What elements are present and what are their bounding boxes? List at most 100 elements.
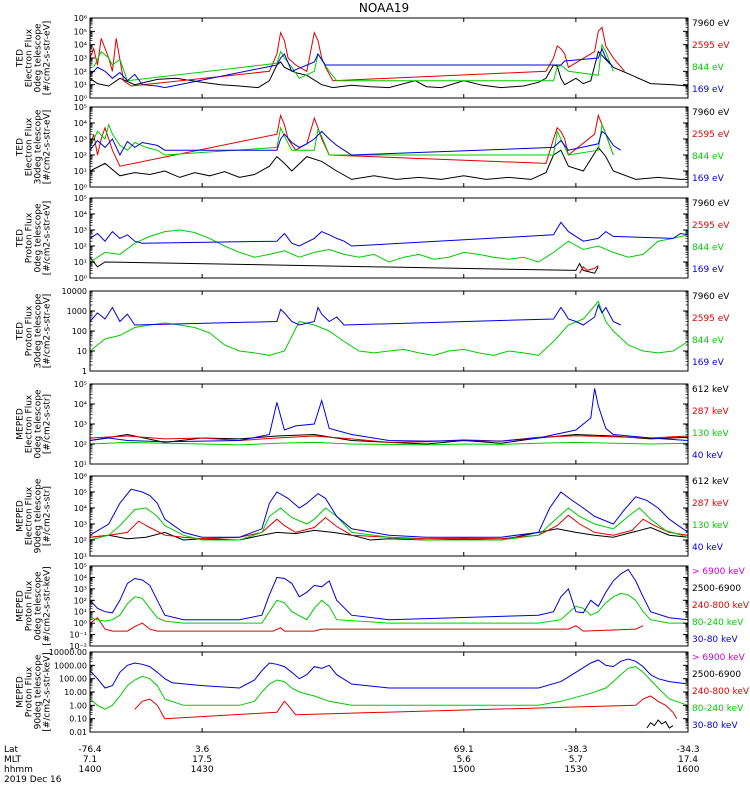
y-tick-label: 100 [72,327,87,336]
x-row-label: hhmm [4,765,33,775]
legend-label: 80-240 keV [692,704,744,714]
y-axis-label: MEPED [16,408,26,440]
y-tick-label: 10⁵ [74,27,87,36]
y-tick-label: 10¹ [74,258,87,267]
legend-label: 2595 eV [692,130,730,140]
y-tick-label: 10² [74,151,87,160]
panel-2: 10⁰ 10¹ 10² 10³ 10⁴ 10⁵ TED Electron Flux 30deg … [16,103,731,192]
series-line-3-3 [89,229,689,263]
y-tick-label: 10⁴ [74,41,87,50]
legend-label: 7960 eV [692,292,730,302]
legend-label: 30-80 keV [692,635,738,645]
y-axis-label: [#/cm2-s-str-keV] [43,652,53,731]
series-line-3-2 [579,265,599,274]
series-line-4-1 [89,300,689,356]
date-label: 2019 Dec 16 [4,775,62,785]
y-tick-label: 10⁵ [74,194,87,203]
x-tick-label: 5.6 [457,755,472,765]
y-axis-label: Electron Flux [25,117,35,176]
y-tick-label: 10⁴ [74,504,87,513]
panel-8: 0.01 0.10 1.00 10.00 100.00 1000.00 10000.00 ME… [16,648,750,737]
series-line-1-2 [89,26,625,87]
series-line-6-3 [89,507,689,541]
series-line-3-4 [89,221,689,247]
legend-label: 130 keV [692,521,729,531]
panel-frame [89,106,689,188]
y-tick-label: 10² [74,440,87,449]
legend-label: 7960 eV [692,108,730,118]
y-axis-label: [#/cm2-s-str] [43,394,53,454]
y-axis-label: [#/cm2-s-str-keV] [43,566,53,645]
legend-label: 7960 eV [692,199,730,209]
x-tick-label: 69.1 [454,745,474,755]
legend-label: 2595 eV [692,41,730,51]
x-tick-label: -38.3 [564,745,587,755]
y-tick-label: 10⁰ [74,274,87,283]
y-axis-label: Proton Flux [25,666,35,717]
series-line-6-2 [89,514,689,540]
y-tick-label: 100.00 [59,675,87,684]
y-tick-label: 10⁴ [74,210,87,219]
series-line-8-1 [646,719,674,729]
series-line-3-1 [89,256,599,274]
series-line-1-4 [89,47,614,89]
y-tick-label: 10⁵ [74,380,87,389]
y-axis-label: Electron Flux [25,28,35,87]
legend-label: 30-80 keV [692,721,738,731]
legend-label: 2595 eV [692,221,730,231]
legend-label: 844 eV [692,152,725,162]
legend-label: 287 keV [692,499,729,509]
y-axis-label: 0deg telescope [34,203,44,273]
y-axis-label: 90deg telescope [34,654,44,729]
y-tick-label: 10¹ [74,167,87,176]
y-tick-label: 10¹ [74,81,87,90]
x-tick-label: 17.5 [192,755,212,765]
series-line-1-3 [93,43,614,82]
series-line-6-4 [89,488,689,538]
legend-label: > 6900 keV [692,567,746,577]
y-tick-label: 10² [74,67,87,76]
legend-label: 169 eV [692,358,725,368]
legend-label: 169 eV [692,85,725,95]
series-line-8-3 [89,666,689,710]
y-tick-label: 10⁶ [74,14,87,23]
legend-label: 844 eV [692,63,725,73]
y-tick-label: 10⁵ [74,488,87,497]
y-tick-label: 0.01 [69,728,87,737]
x-tick-label: 1600 [677,765,700,775]
y-axis-label: 30deg telescope [34,109,44,184]
y-axis-label: Electron Flux [25,394,35,453]
legend-label: 7960 eV [692,19,730,29]
legend-label: 844 eV [692,336,725,346]
x-row-label: MLT [4,755,22,765]
series-line-8-4 [89,658,689,689]
legend-label: 169 eV [692,265,725,275]
y-tick-label: 10⁴ [74,119,87,128]
y-axis-label: 30deg telescope [34,293,44,368]
x-tick-label: 1500 [452,765,475,775]
y-tick-label: 1.00 [69,701,87,710]
series-line-2-3 [89,122,614,156]
y-tick-label: 10⁴ [74,400,87,409]
y-tick-label: 10⁰ [74,94,87,103]
panel-frame [89,475,689,557]
y-tick-label: 10⁶ [74,472,87,481]
series-line-7-3 [89,568,689,621]
y-tick-label: 10⁴ [74,573,87,582]
legend-label: 2500-6900 [692,670,741,680]
x-tick-label: -76.4 [78,745,102,755]
legend-label: 287 keV [692,407,729,417]
legend-label: 2500-6900 [692,584,741,594]
y-tick-label: 10 [77,347,87,356]
y-axis-label: TED [16,138,26,157]
y-axis-label: 0deg telescope [34,23,44,93]
y-tick-label: 10³ [74,135,87,144]
legend-label: > 6900 keV [692,653,746,663]
x-tick-label: 1400 [79,765,102,775]
y-axis-label: 0deg telescope [34,571,44,641]
y-tick-label: 10³ [74,226,87,235]
panel-7: 10⁻² 10⁻¹ 10⁰ 10¹ 10² 10³ 10⁴ 10⁵ MEPED Proton Fl… [16,562,750,651]
x-tick-label: 3.6 [195,745,210,755]
